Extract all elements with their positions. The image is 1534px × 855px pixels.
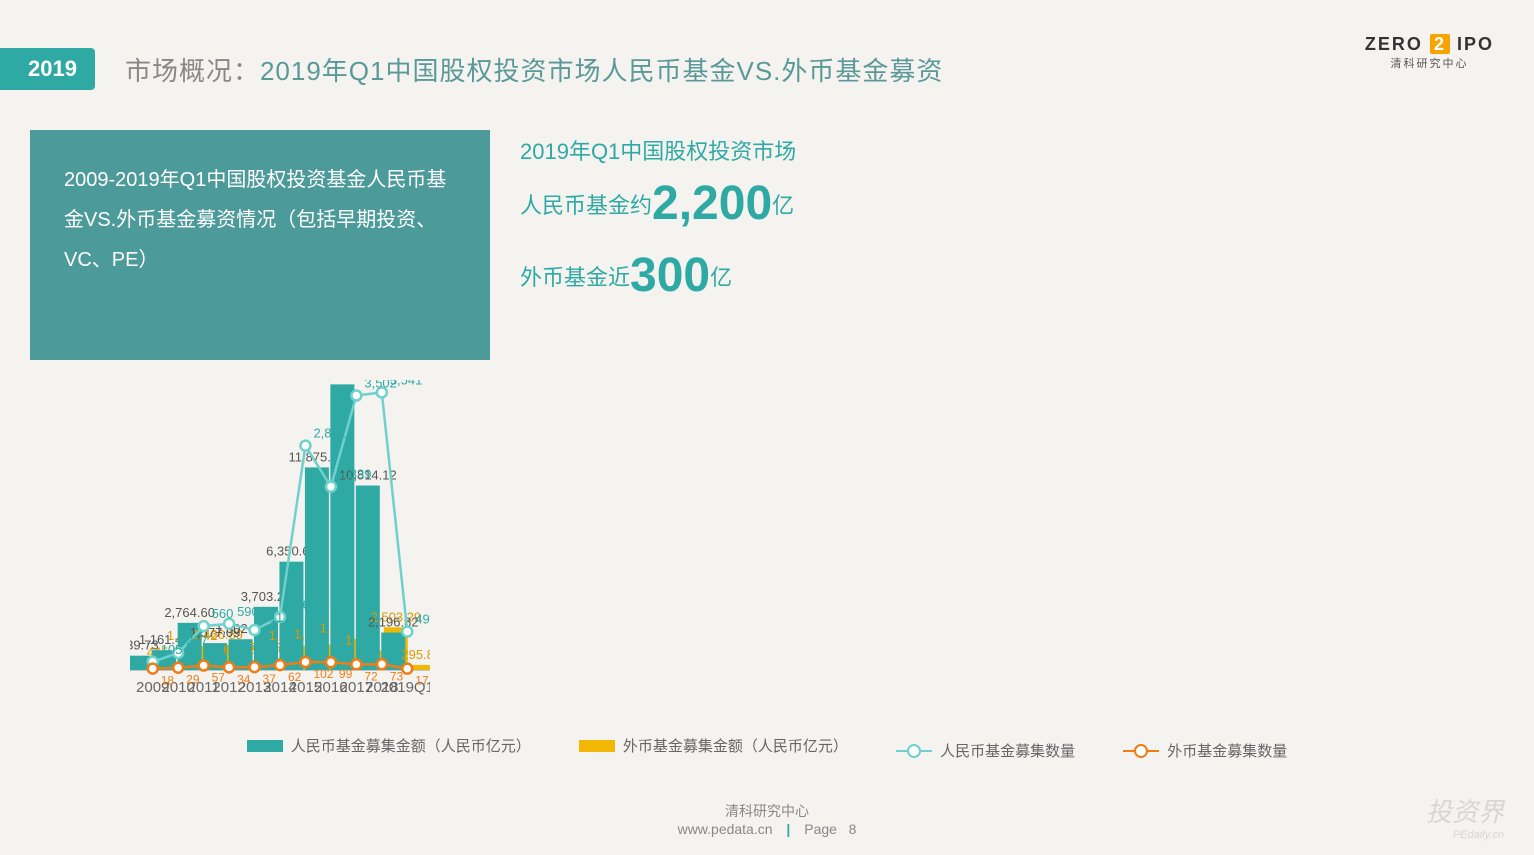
fx-count-label: 73 [390,669,404,683]
rmb-count-label: 490 [415,612,430,627]
footer-org: 清科研究中心 [725,803,809,819]
legend-s4-text: 外币基金募集数量 [1167,740,1287,761]
rmb-amount-label: 16,743.20 [313,380,371,381]
watermark-text: 投资界 [1426,797,1504,827]
callout-2c: 亿 [772,193,794,218]
rmb-count-label: 560 [212,606,234,621]
callout-3a: 外币基金近 [520,265,630,290]
footer-page-label: Page [804,821,837,837]
fx-count-label: 99 [339,667,353,681]
header: 2019 市场概况：2019年Q1中国股权投资市场人民币基金VS.外币基金募资 [0,44,1534,94]
chart-legend: 人民币基金募集金额（人民币亿元） 外币基金募集金额（人民币亿元） .lg-ite… [0,735,1534,761]
footer-page-num: 8 [849,821,857,837]
watermark-sub: PEdaily.cn [1426,829,1504,841]
rmb-count-line-marker [300,441,310,451]
fx-count-line-marker [224,662,234,672]
fx-count-line-marker [275,660,285,670]
legend-fx-amount: 外币基金募集金额（人民币亿元） [579,735,848,756]
callout-3b: 300 [630,249,710,302]
fx-count-label: 17 [415,674,429,688]
rmb-amount-label: 2,764.60 [164,605,215,620]
fx-count-label: 57 [212,671,226,685]
rmb-count-line-marker [326,482,336,492]
watermark: 投资界 PEdaily.cn [1426,792,1504,841]
title-main: 2019年Q1中国股权投资市场人民币基金VS.外币基金募资 [260,56,943,86]
brand-logo: ZERO 2 IPO 清科研究中心 [1365,34,1494,71]
title-prefix: 市场概况： [125,56,260,86]
rmb-count-label: 511 [263,610,284,625]
fx-count-line-marker [351,659,361,669]
page-footer: 清科研究中心 www.pedata.cn | Page 8 [0,801,1534,837]
fx-count-label: 72 [364,669,378,683]
fx-count-line-marker [402,664,412,674]
year-badge: 2019 [0,48,95,90]
logo-subtitle: 清科研究中心 [1365,55,1494,71]
rmb-count-line-marker [402,627,412,637]
legend-fx-count: .lg-item:nth-child(4) .swatch-line::afte… [1123,740,1287,761]
description-panel: 2009-2019年Q1中国股权投资基金人民币基金VS.外币基金募资情况（包括早… [30,130,490,360]
panel-text: 2009-2019年Q1中国股权投资基金人民币基金VS.外币基金募资情况（包括早… [64,169,446,271]
legend-s2-text: 外币基金募集金额（人民币亿元） [623,735,848,756]
fx-count-line-marker [300,657,310,667]
rmb-count-label: 590 [237,604,259,619]
fx-count-label: 29 [186,673,200,687]
fx-count-line-marker [377,659,387,669]
fx-count-line-marker [199,661,209,671]
fx-count-label: 18 [161,674,175,688]
fx-count-line-marker [326,657,336,667]
rmb-bar [305,467,329,670]
legend-rmb-count: .lg-item:nth-child(3) .swatch-line::afte… [896,740,1075,761]
callout-2b: 2,200 [652,177,772,230]
fx-count-label: 62 [288,670,302,684]
callout-3c: 亿 [710,265,732,290]
fx-count-label: 37 [263,672,277,686]
rmb-count-line-marker [199,621,209,631]
legend-rmb-amount: 人民币基金募集金额（人民币亿元） [247,735,531,756]
rmb-count-label: 2,862 [313,426,346,441]
combo-chart: 839.73445.2520091,161.471,406.4220102,76… [130,380,430,700]
callout-line1: 2019年Q1中国股权投资市场 [520,135,796,168]
rmb-count-line-marker [351,391,361,401]
logo-text-b: 2 [1430,34,1450,54]
callout-2a: 人民币基金约 [520,193,652,218]
fx-count-line-marker [148,664,158,674]
rmb-count-label: 105 [161,642,183,657]
rmb-count-line-marker [250,625,260,635]
fx-count-line-marker [250,662,260,672]
rmb-count-label: 217 [186,633,208,648]
rmb-bar [356,486,380,670]
fx-count-line-marker [173,663,183,673]
legend-s1-text: 人民币基金募集金额（人民币亿元） [291,735,531,756]
fx-count-label: 102 [313,667,333,681]
logo-text-c: IPO [1457,34,1494,54]
rmb-count-label: 676 [288,597,310,612]
logo-text-a: ZERO [1365,34,1423,54]
fx-count-label: 34 [237,672,251,686]
legend-s3-text: 人民币基金募集数量 [940,740,1075,761]
kpi-callout: 2019年Q1中国股权投资市场 人民币基金约2,200亿 外币基金近300亿 [520,135,796,312]
rmb-count-label: 3,541 [390,380,423,387]
rmb-count-label: 2,339 [339,467,372,482]
footer-url: www.pedata.cn [678,821,773,837]
fx-amount-label: 295.89 [401,647,430,662]
page-title: 市场概况：2019年Q1中国股权投资市场人民币基金VS.外币基金募资 [125,51,943,88]
